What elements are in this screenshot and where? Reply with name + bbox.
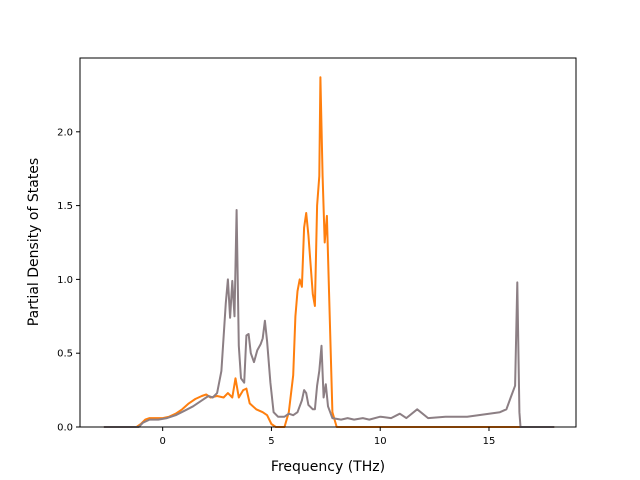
series-line-2: [103, 209, 555, 428]
x-tick-label: 15: [483, 436, 496, 447]
x-axis: 0 5 10 15: [159, 427, 495, 447]
y-tick-label: 0.5: [57, 349, 73, 360]
y-tick-label: 0.0: [57, 423, 73, 434]
y-tick-label: 1.0: [57, 275, 73, 286]
y-axis-title: Partial Density of States: [26, 158, 42, 326]
plot-frame: [79, 57, 577, 428]
x-axis-title: Frequency (THz): [271, 459, 385, 475]
x-tick-label: 5: [268, 436, 274, 447]
series-layer: [103, 76, 555, 428]
series-line-1: [103, 76, 555, 428]
x-tick-label: 0: [159, 436, 165, 447]
y-tick-label: 1.5: [57, 201, 73, 212]
y-axis: 0.0 0.5 1.0 1.5 2.0: [57, 127, 80, 434]
x-tick-label: 10: [374, 436, 387, 447]
y-tick-label: 2.0: [57, 127, 73, 138]
